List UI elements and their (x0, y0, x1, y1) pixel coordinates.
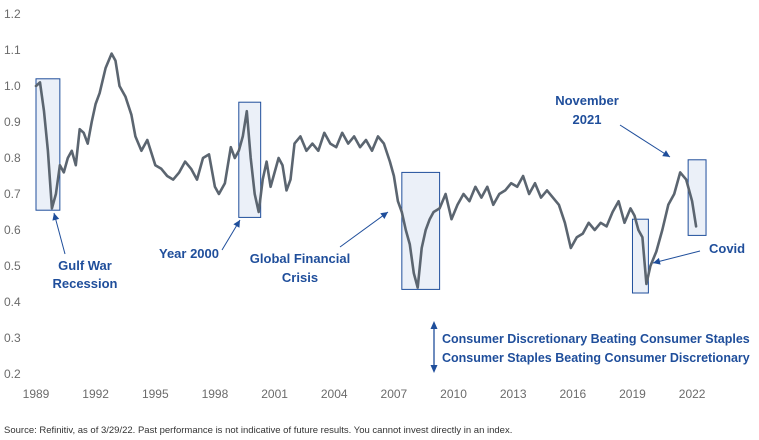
annotation-gulf: Gulf War Recession (52, 258, 117, 291)
x-tick-label: 2016 (559, 387, 586, 401)
highlight-box-3 (401, 171, 441, 290)
annotation-line: Covid (709, 241, 745, 256)
y-tick-label: 0.6 (4, 223, 21, 237)
callout-gulf (53, 212, 66, 255)
annotation-line: Global Financial (250, 251, 350, 266)
chart: 0.20.30.40.50.60.70.80.91.01.11.2 1989 19… (4, 7, 750, 401)
callout-arrowhead (380, 212, 388, 219)
y-tick-label: 1.1 (4, 43, 21, 57)
legend-up-label: Consumer Discretionary Beating Consumer … (442, 332, 750, 346)
callout-arrowhead (52, 213, 60, 221)
y-tick-label: 0.7 (4, 187, 21, 201)
source-note: Source: Refinitiv, as of 3/29/22. Past p… (4, 425, 513, 436)
annotation-line: Gulf War (58, 258, 112, 273)
callout-lines (52, 124, 701, 265)
x-tick-label: 2022 (679, 387, 706, 401)
x-tick-label: 1989 (23, 387, 50, 401)
x-tick-label: 2019 (619, 387, 646, 401)
x-tick-label: 2007 (381, 387, 408, 401)
annotation-line: Year 2000 (159, 246, 219, 261)
annotation-nov: November 2021 (555, 93, 619, 127)
callout-nov (619, 124, 671, 158)
direction-legend: Consumer Discretionary Beating Consumer … (430, 321, 750, 373)
y-tick-label: 1.2 (4, 7, 21, 21)
annotation-line: November (555, 93, 619, 108)
highlight-boxes (35, 78, 707, 294)
x-tick-label: 2010 (440, 387, 467, 401)
y-tick-label: 0.4 (4, 295, 21, 309)
x-axis-ticks: 1989 1992 1995 1998 2001 2004 2007 2010 2013 2016… (23, 387, 706, 401)
y-axis-ticks: 0.2 0.3 0.4 0.5 0.6 0.7 0.8 0.9 1.0 1.1 1.2 (4, 7, 21, 381)
y-tick-label: 0.8 (4, 151, 21, 165)
annotations: Gulf War Recession Year 2000 Global Financi… (52, 93, 745, 291)
callout-arrowhead (233, 220, 240, 228)
series-line-1 (34, 52, 698, 289)
annotation-y2k: Year 2000 (159, 246, 219, 261)
highlight-box-5 (687, 159, 707, 236)
x-tick-label: 2001 (261, 387, 288, 401)
annotation-line: Crisis (282, 270, 318, 285)
annotation-covid: Covid (709, 241, 745, 256)
series-lines (34, 52, 698, 289)
legend-up-arrow-icon (430, 321, 438, 329)
legend-down-label: Consumer Staples Beating Consumer Discre… (442, 351, 750, 365)
y-tick-label: 0.5 (4, 259, 21, 273)
legend-down-arrow-icon (430, 365, 438, 373)
x-tick-label: 1998 (202, 387, 229, 401)
y-tick-label: 0.9 (4, 115, 21, 129)
annotation-line: 2021 (573, 112, 602, 127)
x-tick-label: 1995 (142, 387, 169, 401)
callout-gfc (339, 211, 389, 248)
y-tick-label: 1.0 (4, 79, 21, 93)
callout-covid (652, 250, 701, 264)
annotation-gfc: Global Financial Crisis (250, 251, 350, 285)
callout-arrowhead (653, 257, 661, 265)
x-tick-label: 2004 (321, 387, 348, 401)
x-tick-label: 2013 (500, 387, 527, 401)
annotation-line: Recession (52, 276, 117, 291)
y-tick-label: 0.3 (4, 331, 21, 345)
x-tick-label: 1992 (82, 387, 109, 401)
y-tick-label: 0.2 (4, 367, 21, 381)
callout-arrowhead (662, 150, 670, 157)
